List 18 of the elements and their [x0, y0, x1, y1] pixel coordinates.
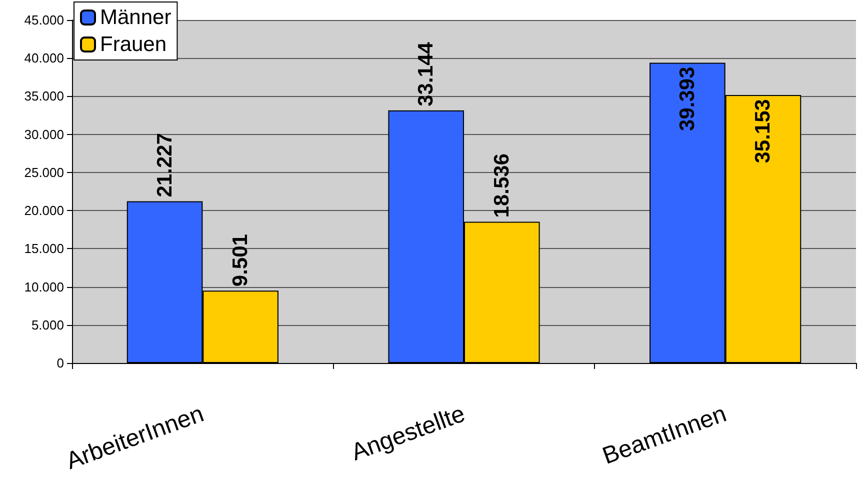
- y-tick-label: 45.000: [24, 12, 64, 28]
- y-tick-label: 20.000: [24, 203, 64, 218]
- legend-label: Frauen: [100, 33, 167, 56]
- y-tick-label: 40.000: [24, 50, 64, 66]
- data-label: 35.153: [752, 99, 775, 164]
- y-tick-label: 30.000: [24, 126, 64, 142]
- data-label: 21.227: [153, 132, 176, 198]
- data-label: 39.393: [676, 66, 699, 131]
- y-tick-label: 5.000: [31, 317, 64, 332]
- y-tick-label: 35.000: [24, 88, 64, 104]
- y-tick-label: 0: [56, 356, 64, 370]
- legend-label: Männer: [100, 6, 172, 29]
- data-label: 33.144: [414, 42, 438, 106]
- y-tick-label: 10.000: [24, 279, 64, 294]
- y-tick-label: 25.000: [24, 164, 64, 180]
- data-label: 18.536: [490, 153, 514, 218]
- y-tick-label: 15.000: [24, 241, 64, 256]
- data-label: 9.501: [229, 234, 252, 287]
